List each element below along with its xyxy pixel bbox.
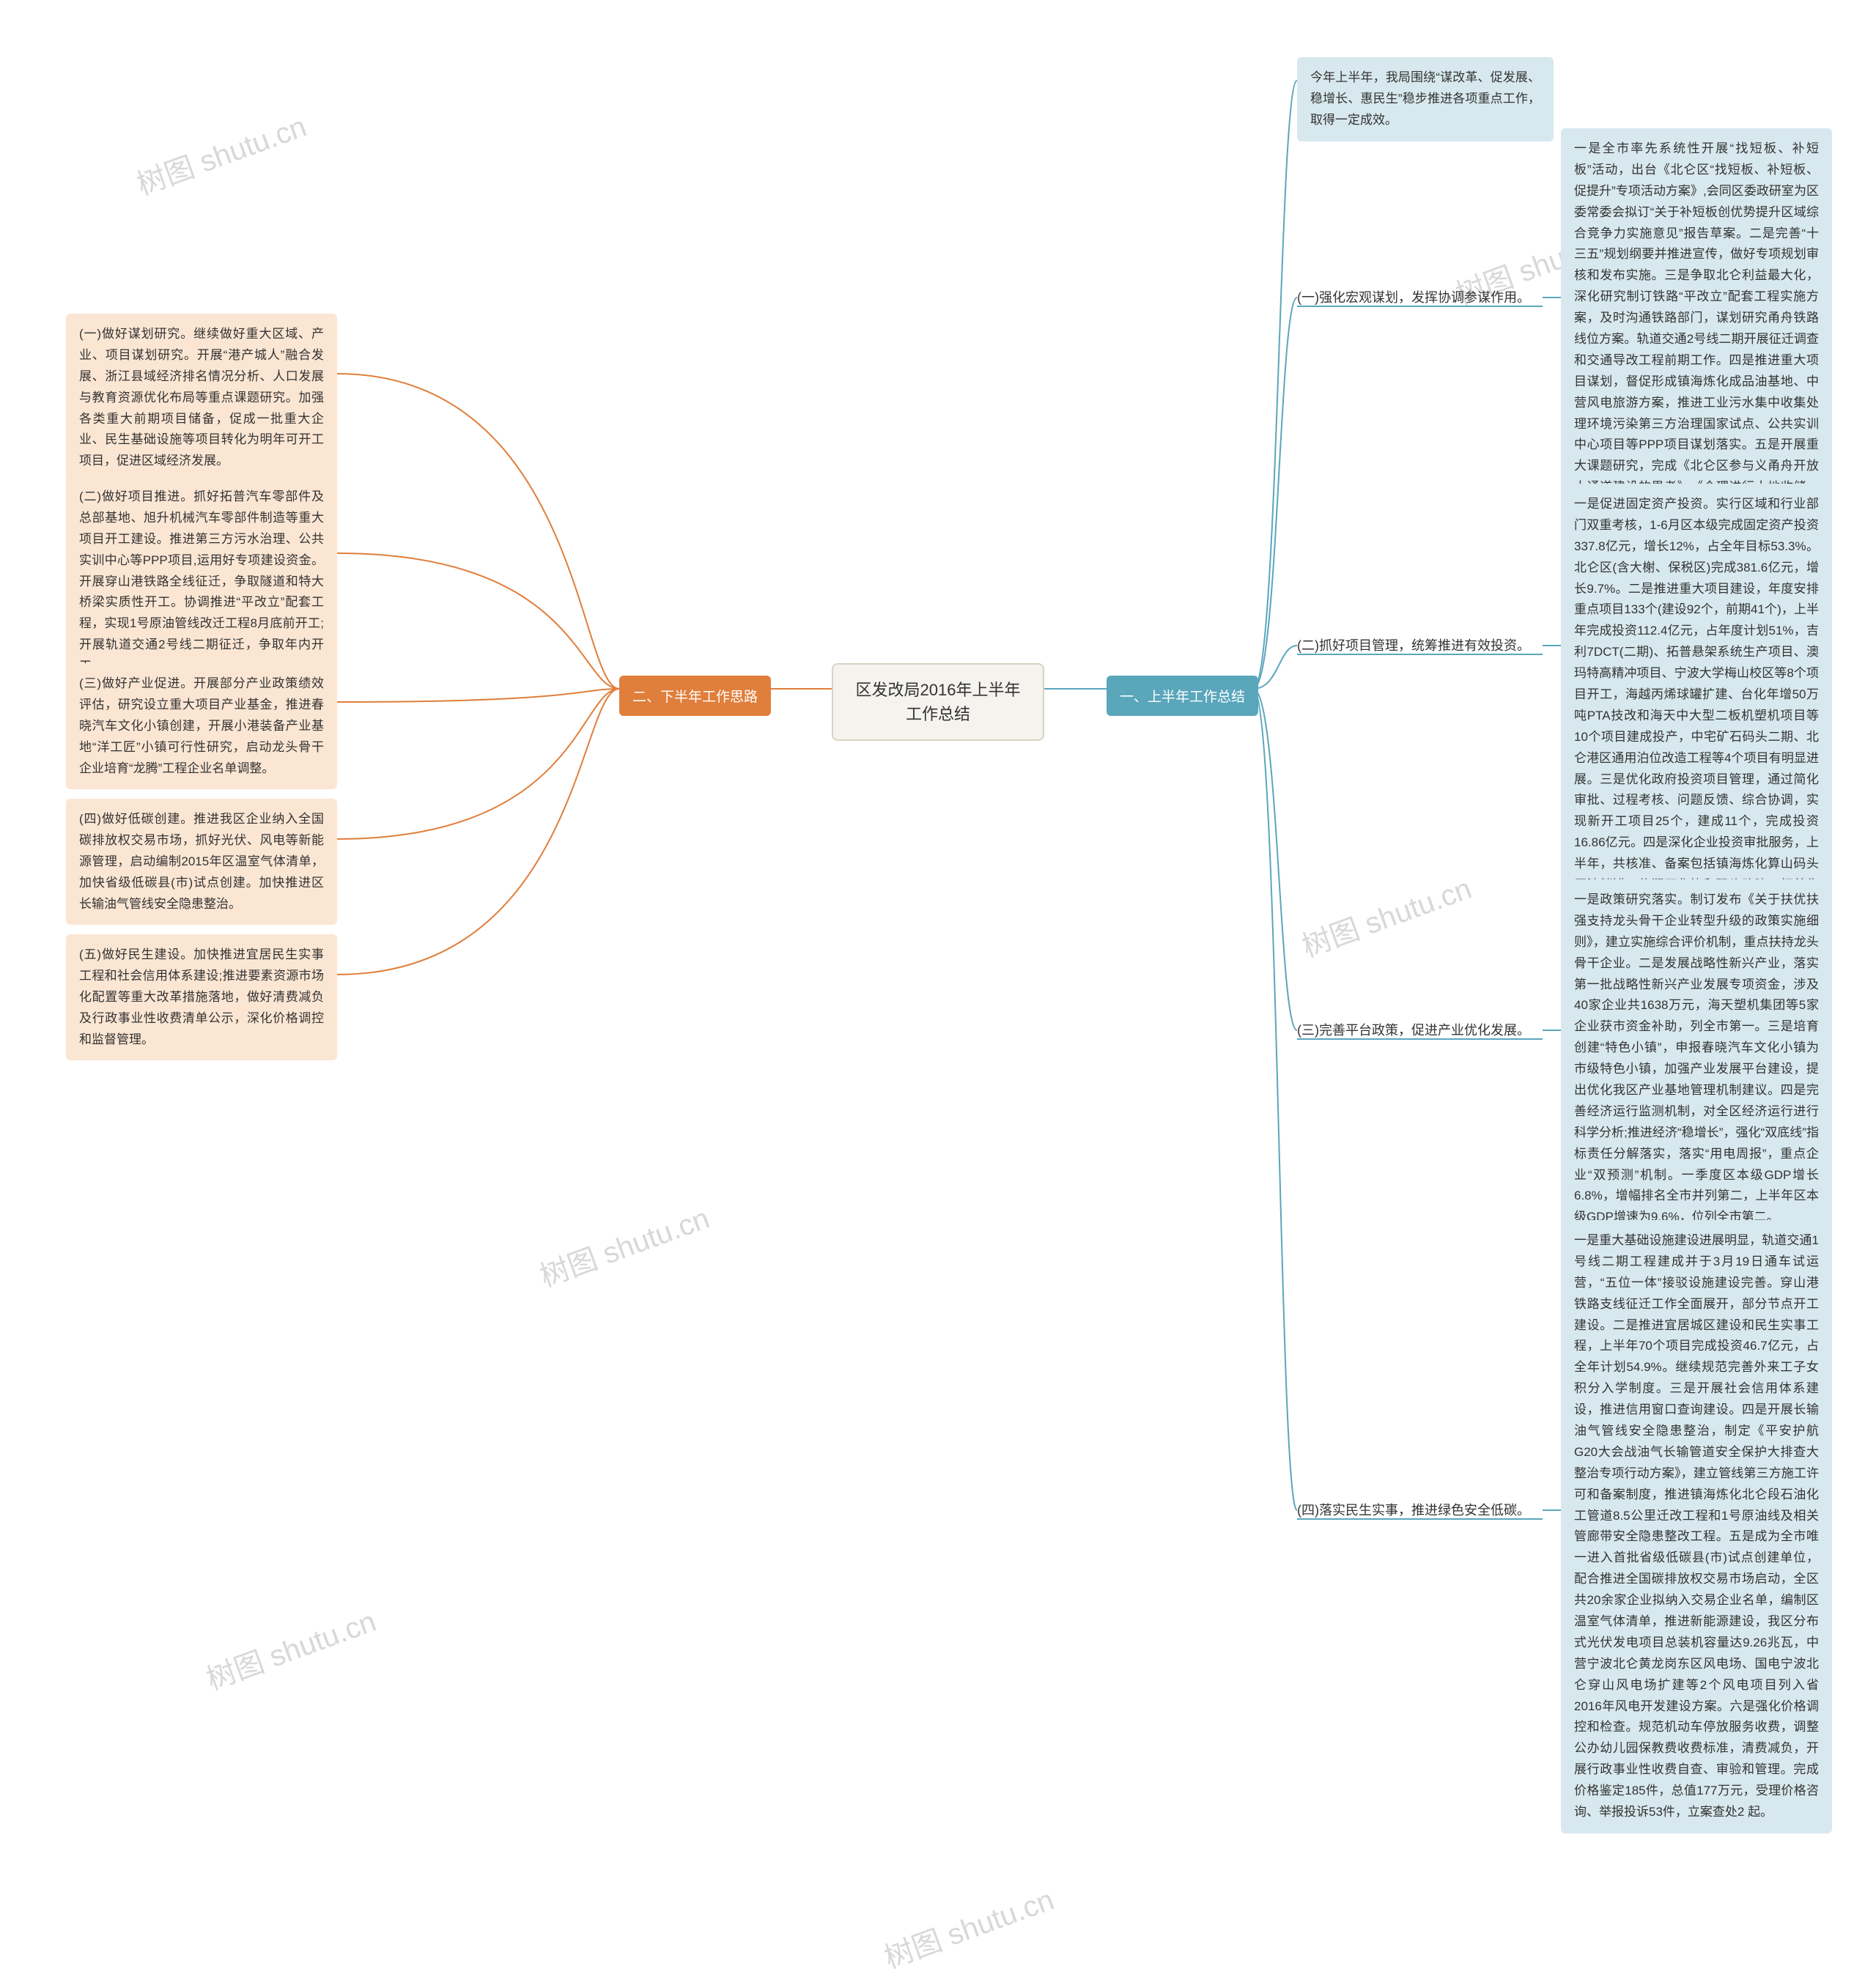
- leaf-node[interactable]: (二)做好项目推进。抓好拓普汽车零部件及总部基地、旭升机械汽车零部件制造等重大项…: [66, 476, 337, 687]
- watermark: 树图 shutu.cn: [130, 103, 311, 203]
- sub-label[interactable]: (四)落实民生实事，推进绿色安全低碳。: [1297, 1500, 1530, 1519]
- leaf-node[interactable]: (四)做好低碳创建。推进我区企业纳入全国碳排放权交易市场，抓好光伏、风电等新能源…: [66, 799, 337, 925]
- leaf-node[interactable]: 一是政策研究落实。制订发布《关于扶优扶强支持龙头骨干企业转型升级的政策实施细则》…: [1561, 879, 1832, 1238]
- leaf-node[interactable]: (一)做好谋划研究。继续做好重大区域、产业、项目谋划研究。开展“港产城人”融合发…: [66, 314, 337, 482]
- root-node[interactable]: 区发改局2016年上半年工作总结: [832, 663, 1044, 741]
- sub-label[interactable]: (二)抓好项目管理，统筹推进有效投资。: [1297, 635, 1530, 654]
- watermark: 树图 shutu.cn: [199, 1597, 381, 1698]
- leaf-node[interactable]: 一是重大基础设施建设进展明显，轨道交通1号线二期工程建成并于3月19日通车试运营…: [1561, 1220, 1832, 1833]
- watermark: 树图 shutu.cn: [533, 1194, 714, 1295]
- leaf-node[interactable]: (三)做好产业促进。开展部分产业政策绩效评估，研究设立重大项目产业基金，推进春晓…: [66, 663, 337, 789]
- sub-label[interactable]: (三)完善平台政策，促进产业优化发展。: [1297, 1020, 1530, 1039]
- watermark: 树图 shutu.cn: [1295, 865, 1477, 965]
- branch-left[interactable]: 二、下半年工作思路: [619, 676, 771, 716]
- leaf-node[interactable]: (五)做好民生建设。加快推进宜居民生实事工程和社会信用体系建设;推进要素资源市场…: [66, 934, 337, 1060]
- sub-label[interactable]: (一)强化宏观谋划，发挥协调参谋作用。: [1297, 287, 1530, 306]
- watermark: 树图 shutu.cn: [877, 1876, 1059, 1976]
- branch-right[interactable]: 一、上半年工作总结: [1107, 676, 1258, 716]
- intro-leaf[interactable]: 今年上半年，我局围绕“谋改革、促发展、稳增长、惠民生”稳步推进各项重点工作，取得…: [1297, 57, 1554, 141]
